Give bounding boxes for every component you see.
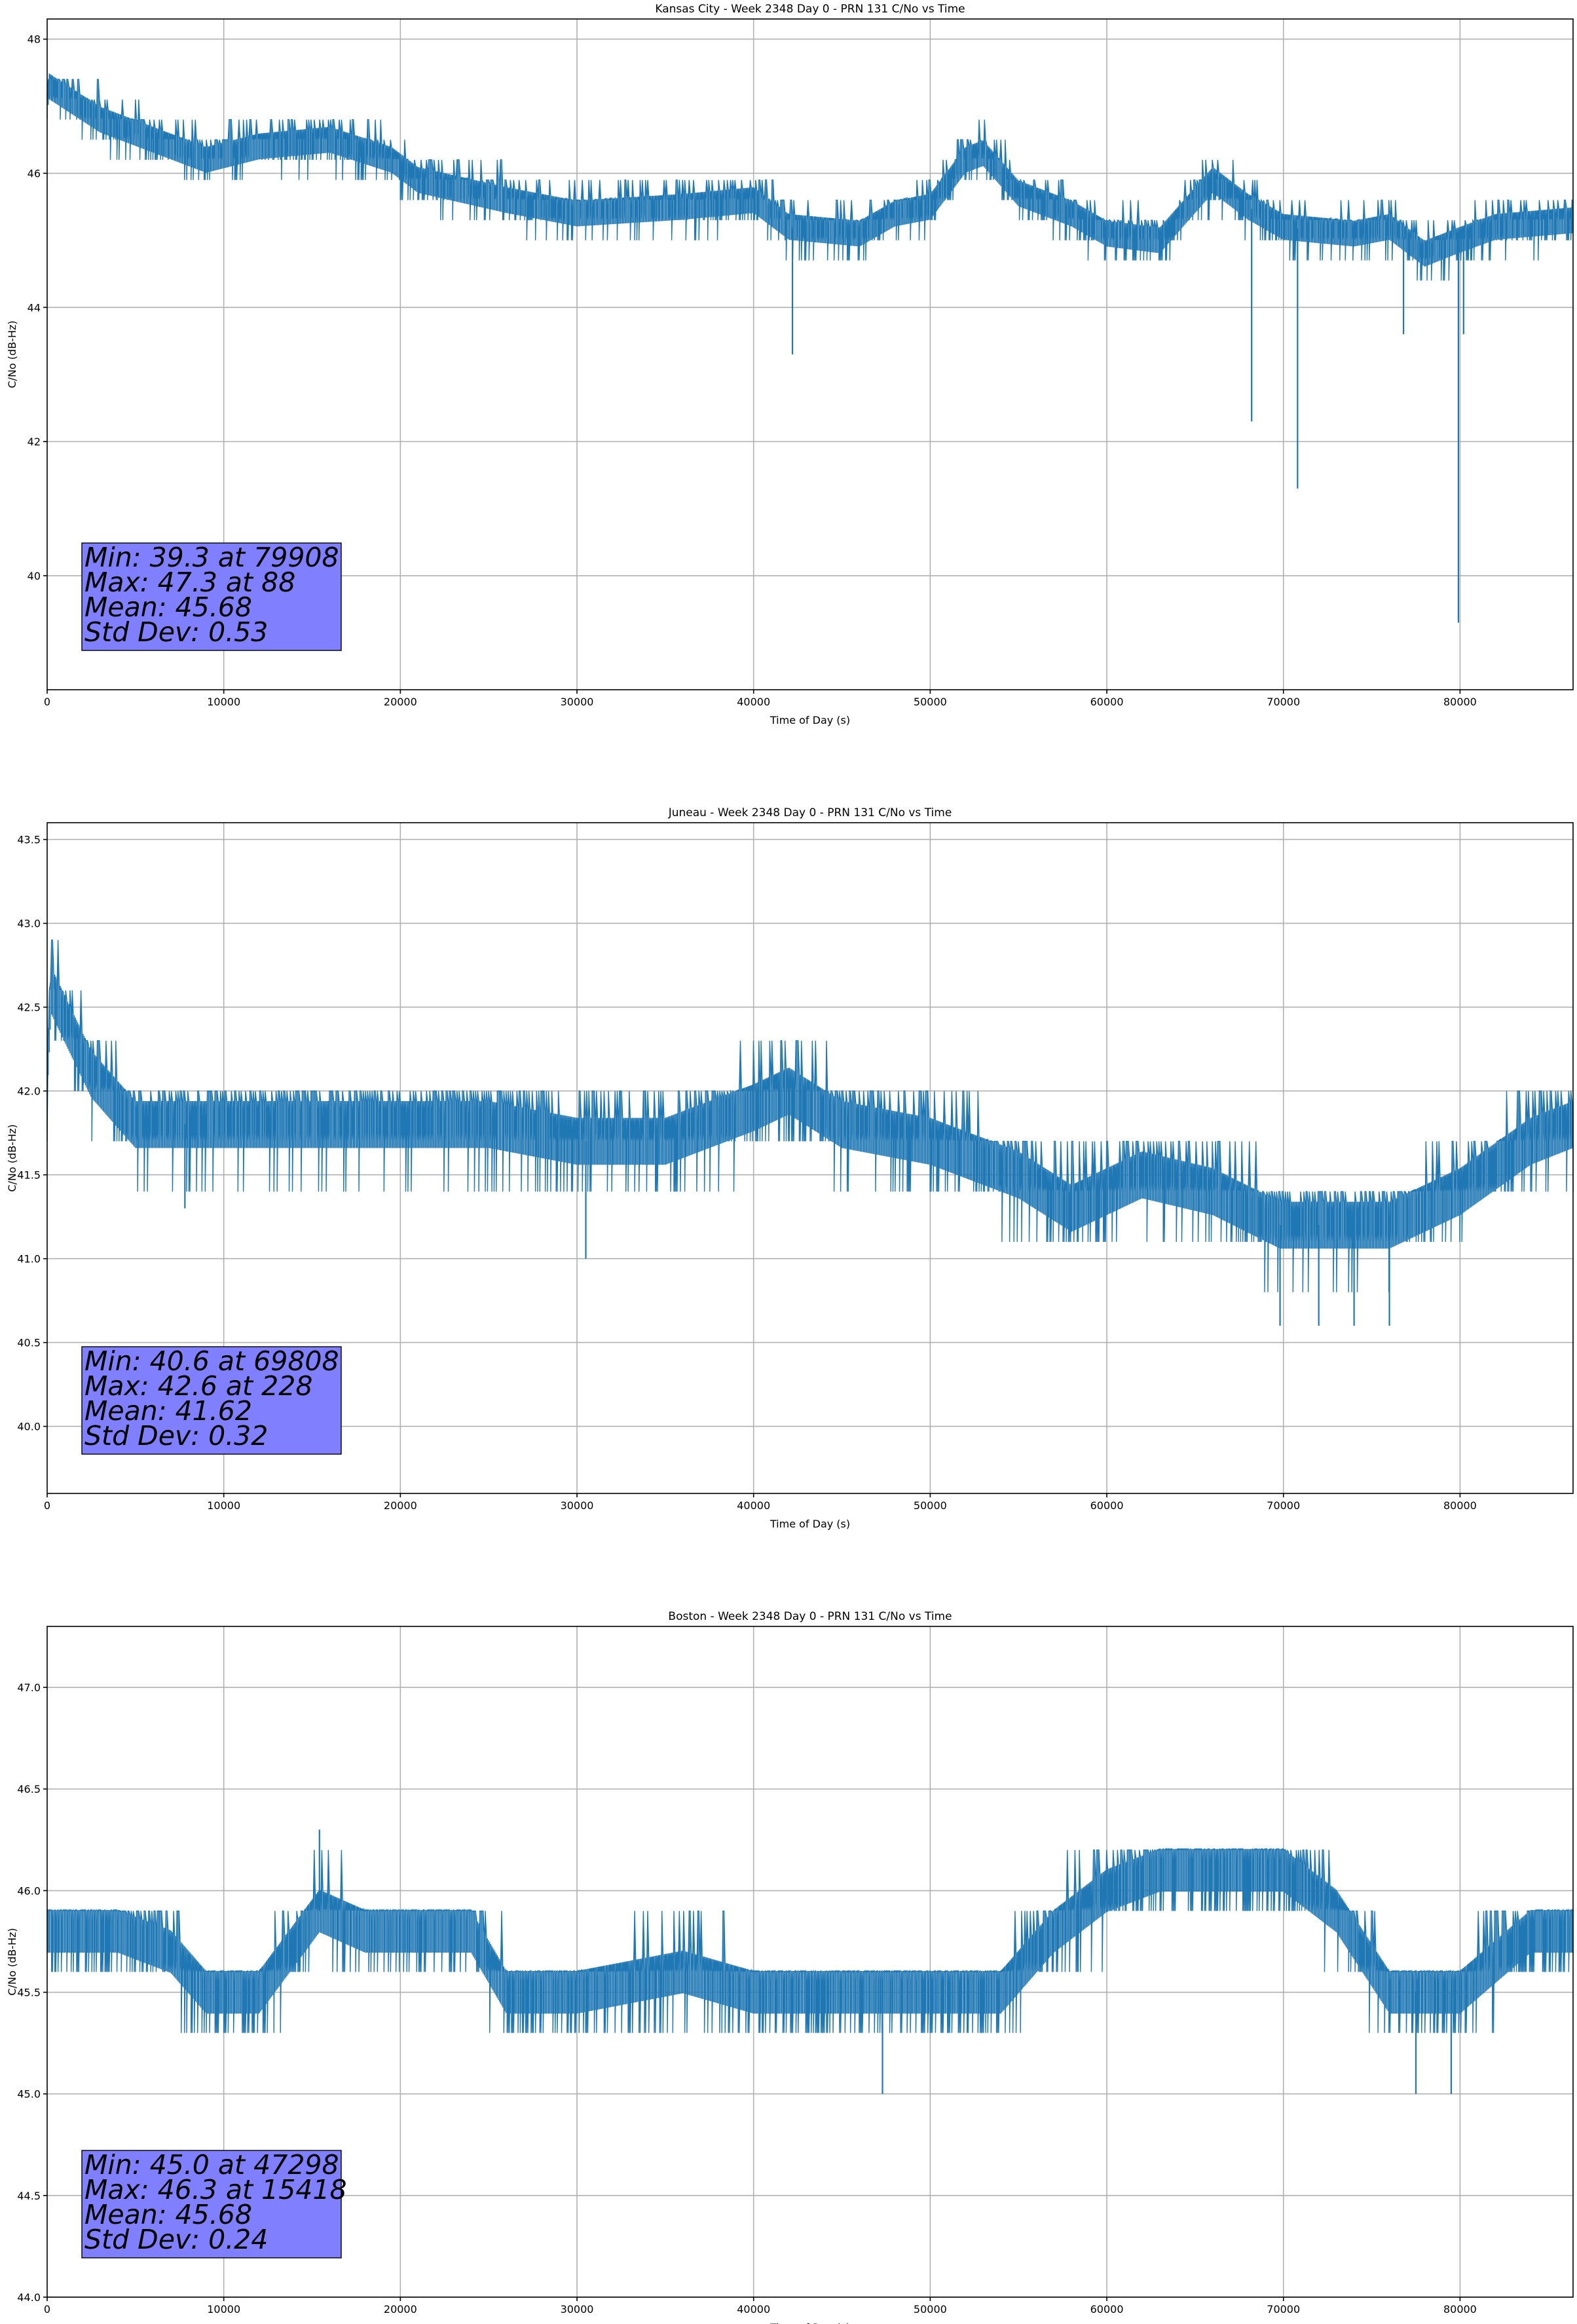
x-tick-label: 60000: [1090, 2303, 1124, 2315]
y-tick-label: 44.5: [17, 2190, 41, 2202]
x-tick-label: 10000: [207, 2303, 240, 2315]
y-tick-label: 46.0: [17, 1884, 41, 1897]
x-tick-label: 0: [44, 2303, 50, 2315]
x-axis-label: Time of Day (s): [770, 714, 850, 726]
x-tick-label: 70000: [1267, 696, 1300, 708]
chart-kansas-city: 0 10000 20000 30000 40000 50000 60000 70000 8000…: [6, 3, 1574, 726]
y-tick-label: 40.5: [17, 1337, 41, 1349]
y-tick-label: 46: [28, 168, 41, 180]
x-tick-label: 60000: [1090, 1499, 1124, 1512]
stats-line: Min: 40.6 at 69808: [84, 1345, 339, 1377]
axes-frame: [46, 18, 1574, 690]
x-tick-label: 50000: [914, 696, 947, 708]
y-tick-label: 42: [28, 436, 41, 448]
y-tick-label: 40.0: [17, 1421, 41, 1433]
x-tick-label: 50000: [914, 1499, 947, 1512]
stats-line: Std Dev: 0.53: [84, 616, 268, 648]
x-tick-label: 10000: [207, 1499, 240, 1512]
series-line: [46, 1848, 1574, 2033]
y-tick-label: 43.0: [17, 918, 41, 930]
stats-line: Mean: 45.68: [84, 2199, 252, 2230]
axes-frame: [46, 1626, 1574, 2298]
y-tick-label: 40: [28, 570, 41, 582]
x-tick-label: 0: [44, 696, 50, 708]
x-tick-label: 30000: [561, 696, 594, 708]
y-tick-label: 43.5: [17, 834, 41, 846]
chart-title: Juneau - Week 2348 Day 0 - PRN 131 C/No …: [668, 806, 952, 819]
x-tick-label: 10000: [207, 696, 240, 708]
x-tick-label: 50000: [914, 2303, 947, 2315]
y-tick-label: 45.0: [17, 2088, 41, 2101]
y-tick-label: 41.5: [17, 1169, 41, 1182]
chart-boston: 0 10000 20000 30000 40000 50000 60000 70000 8000…: [6, 1610, 1574, 2324]
x-tick-label: 40000: [737, 1499, 770, 1512]
y-tick-label: 44: [28, 301, 41, 314]
x-tick-label: 80000: [1443, 1499, 1477, 1512]
x-tick-label: 70000: [1267, 2303, 1300, 2315]
stats-line: Max: 46.3 at 15418: [84, 2174, 347, 2205]
x-tick-label: 30000: [561, 2303, 594, 2315]
stats-line: Min: 45.0 at 47298: [84, 2149, 339, 2181]
y-axis-label: C/No (dB-Hz): [6, 1928, 18, 1995]
y-axis-label: C/No (dB-Hz): [6, 320, 18, 388]
stats-box-background: [81, 1346, 342, 1455]
y-tick-label: 42.5: [17, 1002, 41, 1014]
x-axis-label: Time of Day (s): [770, 2321, 850, 2324]
x-tick-label: 70000: [1267, 1499, 1300, 1512]
y-tick-label: 41.0: [17, 1253, 41, 1265]
stats-line: Max: 42.6 at 228: [84, 1370, 312, 1402]
stats-line: Std Dev: 0.32: [84, 1420, 268, 1452]
stats-line: Std Dev: 0.24: [84, 2224, 268, 2255]
series-line: [46, 73, 1574, 281]
x-tick-label: 40000: [737, 696, 770, 708]
series-line: [46, 939, 1574, 1292]
chart-title: Kansas City - Week 2348 Day 0 - PRN 131 …: [655, 3, 965, 16]
chart-title: Boston - Week 2348 Day 0 - PRN 131 C/No …: [668, 1610, 952, 1623]
x-tick-label: 40000: [737, 2303, 770, 2315]
x-tick-label: 20000: [384, 2303, 417, 2315]
y-tick-label: 46.5: [17, 1783, 41, 1795]
y-axis-label: C/No (dB-Hz): [6, 1124, 18, 1191]
stats-box-background: [81, 2150, 342, 2258]
x-tick-label: 60000: [1090, 696, 1124, 708]
x-tick-label: 30000: [561, 1499, 594, 1512]
axes-frame: [46, 822, 1574, 1494]
x-tick-label: 20000: [384, 696, 417, 708]
stats-box-background: [81, 542, 342, 651]
y-tick-label: 45.5: [17, 1987, 41, 1999]
stats-line: Mean: 45.68: [84, 591, 252, 623]
stats-line: Max: 47.3 at 88: [84, 567, 295, 598]
y-tick-label: 48: [28, 33, 41, 46]
stats-line: Mean: 41.62: [84, 1395, 252, 1427]
x-axis-label: Time of Day (s): [770, 1518, 850, 1530]
x-tick-label: 80000: [1443, 2303, 1477, 2315]
y-tick-label: 44.0: [17, 2291, 41, 2304]
x-tick-label: 20000: [384, 1499, 417, 1512]
x-tick-label: 0: [44, 1499, 50, 1512]
x-tick-label: 80000: [1443, 696, 1477, 708]
stats-line: Min: 39.3 at 79908: [84, 542, 339, 573]
chart-juneau: 0 10000 20000 30000 40000 50000 60000 70000 8000…: [6, 806, 1574, 1530]
y-tick-label: 42.0: [17, 1085, 41, 1098]
y-tick-label: 47.0: [17, 1681, 41, 1694]
